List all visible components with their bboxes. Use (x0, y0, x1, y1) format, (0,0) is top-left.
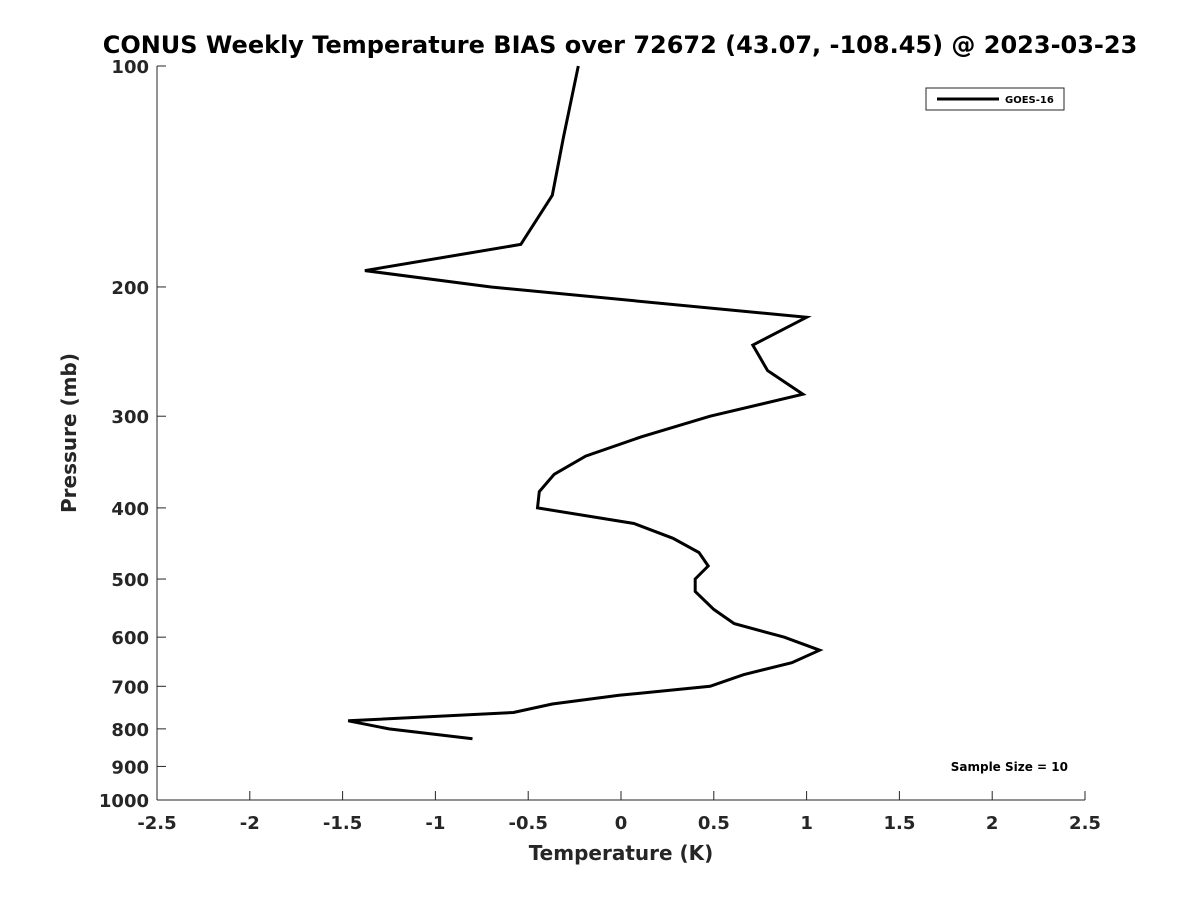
y-ticks: 100 200 300 400 500 600 700 800 900 1000 (99, 57, 166, 812)
axes (156, 66, 1085, 801)
y-tick-label: 900 (111, 757, 149, 778)
x-tick-label: -2 (240, 813, 260, 834)
x-tick-label: 1.5 (883, 813, 915, 834)
chart-title: CONUS Weekly Temperature BIAS over 72672… (103, 31, 1138, 59)
series-line-goes-16 (347, 65, 824, 741)
legend: GOES-16 (925, 87, 1065, 111)
y-tick-label: 700 (111, 677, 149, 698)
y-tick-label: 400 (111, 499, 149, 520)
x-tick-label: -1.5 (323, 813, 362, 834)
y-tick-label: 600 (111, 628, 149, 649)
x-tick-label: -2.5 (137, 813, 176, 834)
series-group (347, 65, 824, 741)
y-tick-label: 800 (111, 720, 149, 741)
y-tick-label: 100 (111, 57, 149, 78)
y-tick-label: 1000 (99, 791, 149, 812)
y-tick-label: 300 (111, 407, 149, 428)
x-tick-label: -0.5 (509, 813, 548, 834)
x-ticks: -2.5 -2 -1.5 -1 -0.5 0 0.5 1 1.5 2 2.5 (137, 791, 1101, 834)
y-tick-label: 500 (111, 570, 149, 591)
y-tick-label: 200 (111, 278, 149, 299)
x-tick-label: 0 (615, 813, 628, 834)
legend-entry: GOES-16 (1005, 95, 1054, 106)
sample-size-annotation: Sample Size = 10 (951, 760, 1068, 774)
y-axis-label: Pressure (mb) (57, 353, 81, 513)
x-tick-label: 2.5 (1069, 813, 1101, 834)
x-tick-label: -1 (425, 813, 445, 834)
x-tick-label: 2 (986, 813, 999, 834)
x-tick-label: 0.5 (698, 813, 730, 834)
x-axis-label: Temperature (K) (529, 841, 714, 865)
x-tick-label: 1 (800, 813, 813, 834)
